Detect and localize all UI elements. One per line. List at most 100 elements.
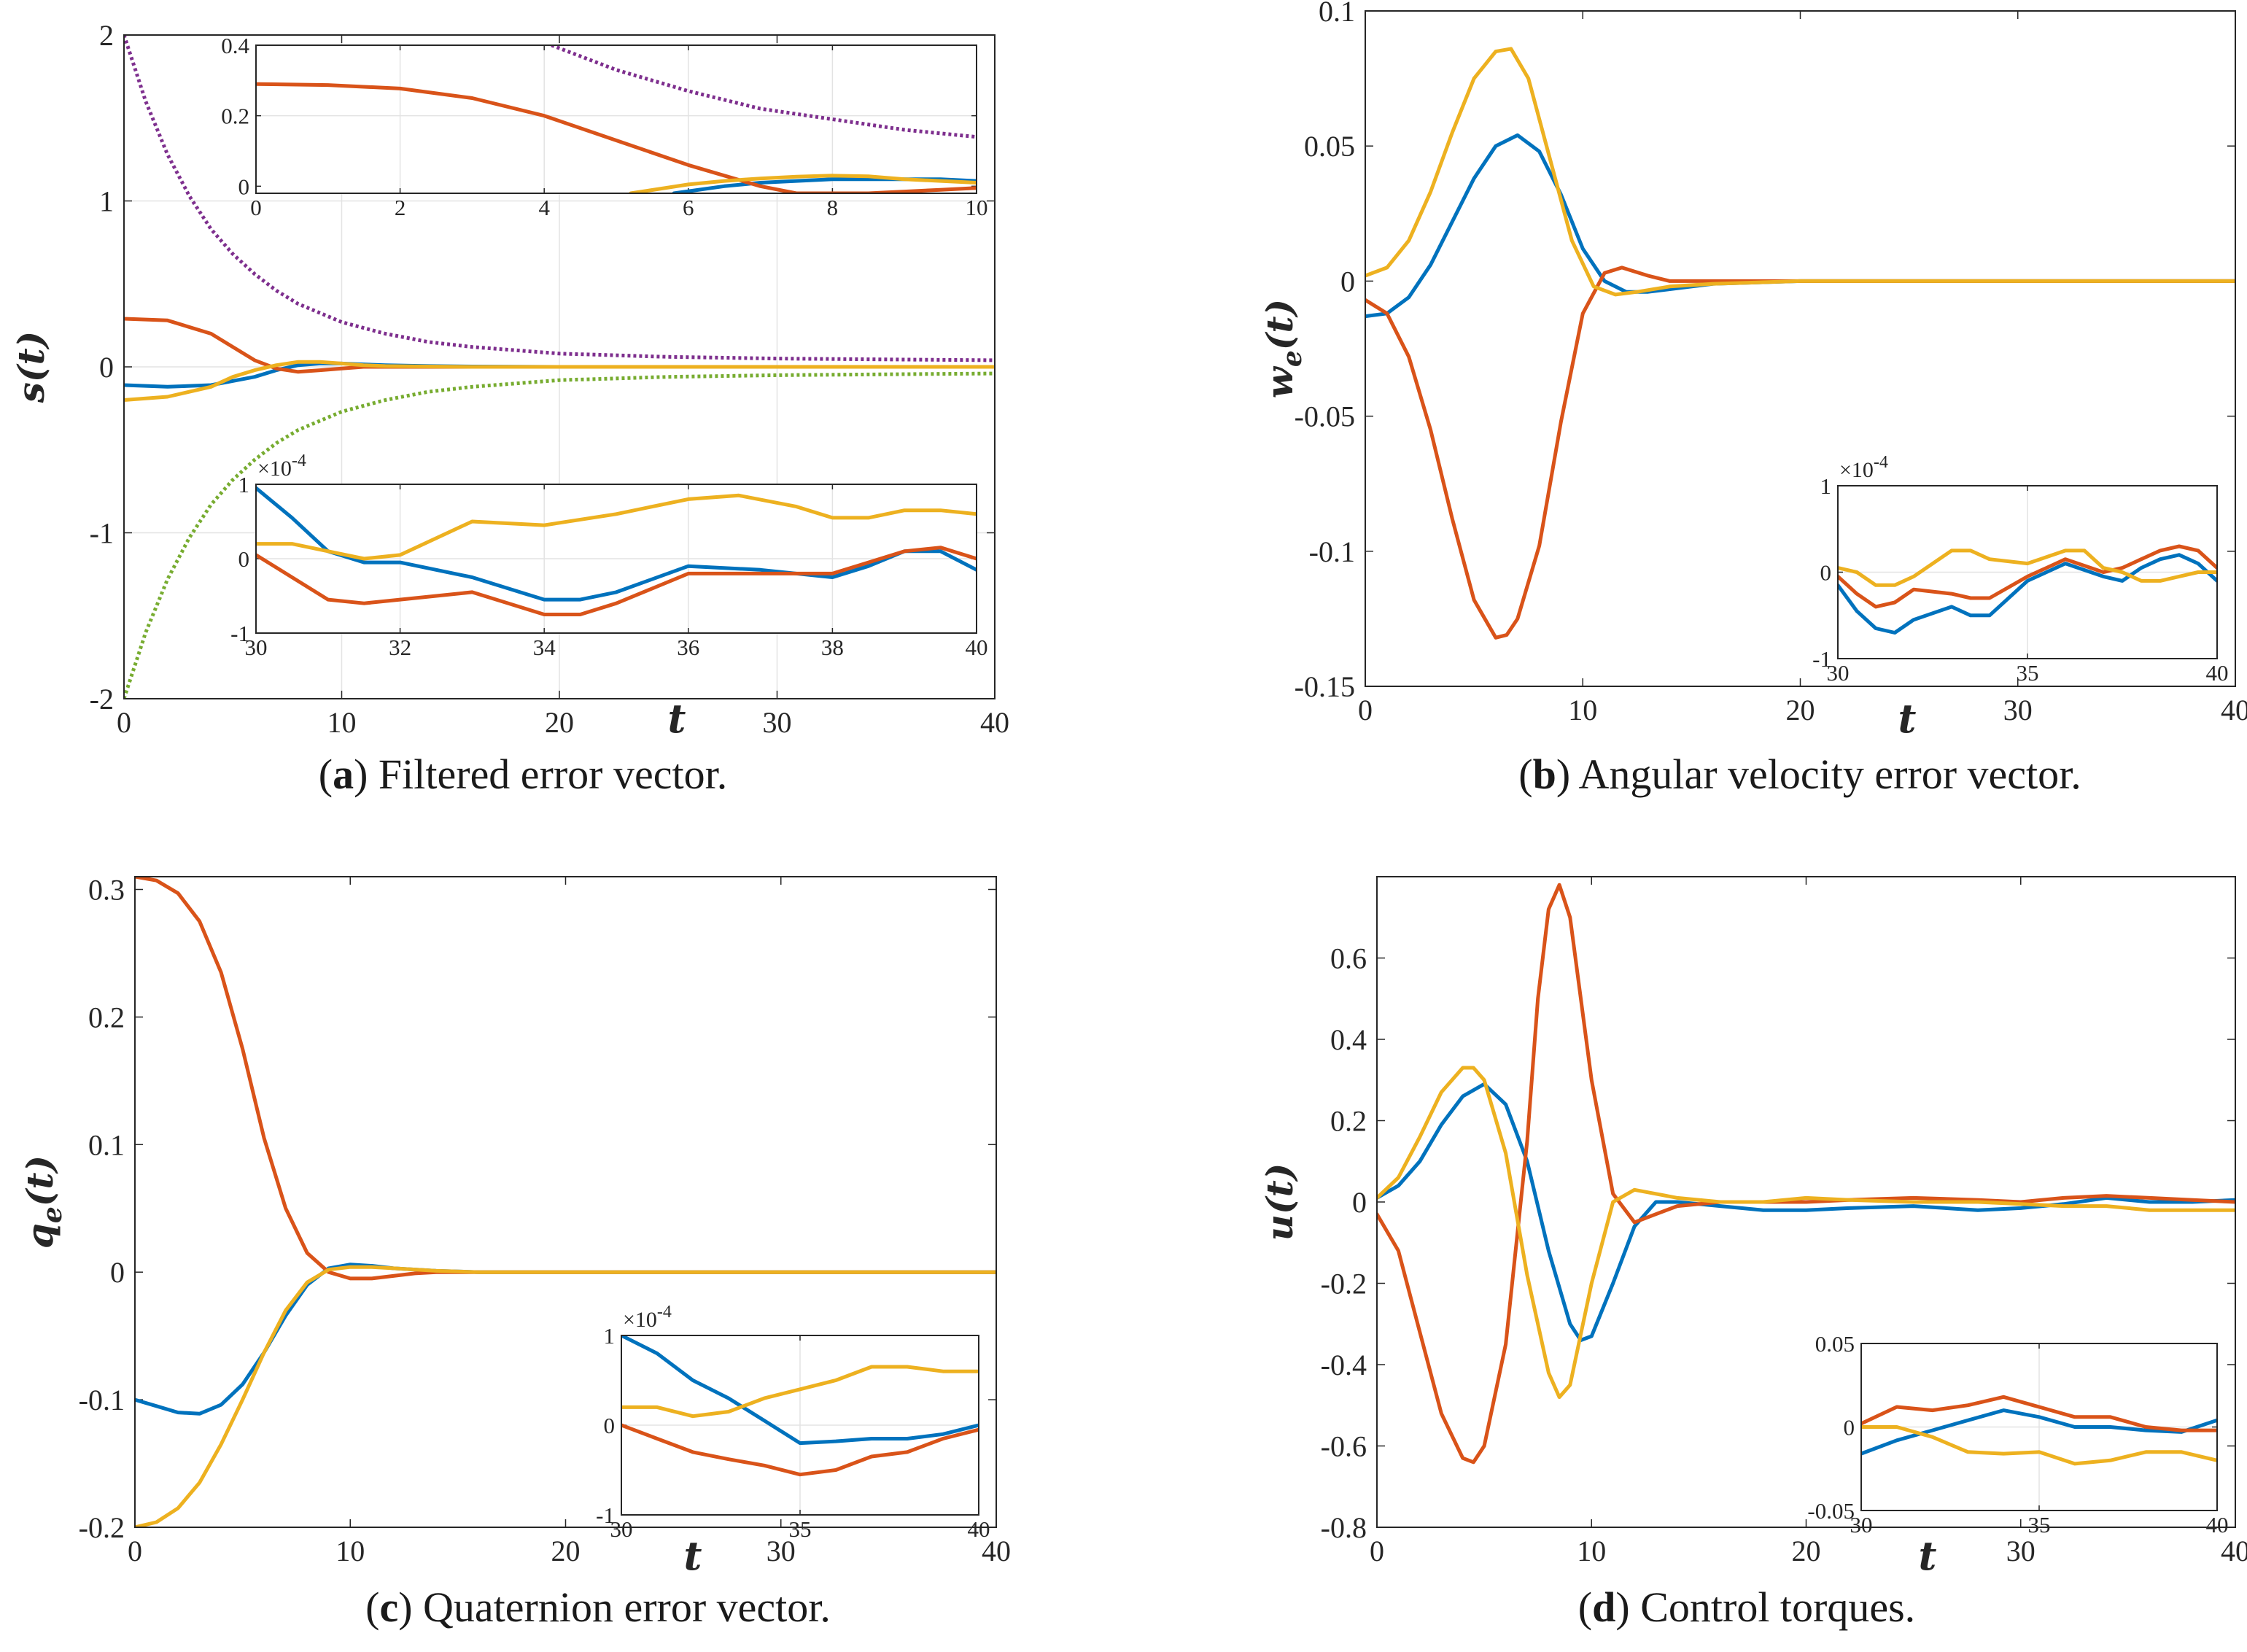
inset-a-bottom-xtick-label: 36 [677,635,699,660]
panel-c-axes-frame [134,876,997,1528]
inset-a-top-ytick-label: 0 [238,174,250,199]
panel-a-series-lower-bound [124,371,995,699]
panel-a-xtick-label: 10 [327,706,357,739]
inset-d-inset-xtick-label: 40 [2206,1512,2229,1537]
panel-c-xtick-label: 20 [551,1535,581,1567]
panel-d-xtick-label: 10 [1577,1535,1606,1567]
panel-d-axes-frame [1376,876,2236,1528]
inset-a-top-xtick-label: 0 [250,195,262,220]
inset-a-bottom-exponent-label: ×10-4 [257,451,306,481]
inset-b-inset-xtick-label: 40 [2206,660,2229,686]
inset-c-inset-xtick-label: 40 [968,1516,990,1542]
panel-a-series-s3 [124,360,995,402]
panel-b-xtick-label: 20 [1786,694,1815,726]
panel-b-axes-frame [1365,10,2236,687]
panel-b-ytick-label: 0 [1340,265,1355,298]
panel-c-ytick-label: 0.1 [88,1128,125,1161]
panel-a-ytick-label: 0 [99,351,114,384]
panel-c-xtick-label: 30 [767,1535,796,1567]
panel-d-series-u3 [1377,1066,2235,1400]
inset-d-inset-series-u3 [1861,1425,2217,1466]
panel-b-xtick-label: 0 [1358,694,1373,726]
panel-c-ytick-label: 0.2 [88,1001,125,1034]
panel-c-ytick-label: 0 [110,1256,125,1289]
panel-d-xtick-label: 40 [2221,1535,2247,1567]
panel-b-series-w1 [1365,133,2235,319]
panel-d-ytick-label: 0.6 [1330,942,1367,975]
inset-a-bottom-ytick-label: 0 [238,546,250,572]
panel-d-ylabel: u(t) [1258,1163,1301,1241]
panel-c-ytick-label: -0.1 [79,1384,125,1416]
inset-a-bottom: 30 32 34 36 38 40 -1 0 1 ×10-4 [230,451,987,660]
panel-c-series-q2 [135,877,996,1281]
inset-b-inset-xtick-label: 35 [2017,660,2039,686]
panel-c-xlabel: t [684,1532,702,1579]
inset-a-top-ytick-label: 0.2 [221,104,249,129]
panel-a-xtick-label: 20 [545,706,574,739]
panel-c-ylabel: qe(t) [18,1155,68,1249]
panel-c-xtick-label: 10 [335,1535,365,1567]
panel-b-caption: (b) Angular velocity error vector. [1518,751,2081,798]
inset-d-inset: 30 35 40 -0.05 0 0.05 [1807,1331,2228,1537]
panel-a-xtick-label: 30 [763,706,792,739]
panel-a-series-upper-bound [124,35,995,362]
inset-a-bottom-plot-area [256,486,977,616]
inset-c-inset-axes-frame [621,1335,979,1516]
panel-a-xlabel: t [668,695,686,742]
panel-c-plot-area [135,877,996,1527]
inset-c-inset-exponent-label: ×10-4 [623,1303,672,1332]
panel-b-xlabel: t [1898,695,1917,742]
panel-c-ytick-label: 0.3 [88,873,125,906]
panel-d-xtick-label: 30 [2006,1535,2036,1567]
panel-a-ytick-label: 2 [99,19,114,52]
inset-a-top-axes-frame [255,44,977,194]
inset-a-bottom-ytick-label: 1 [238,472,250,497]
inset-a-bottom-xtick-label: 30 [245,635,268,660]
inset-b-inset-series-w2 [1838,544,2217,609]
panel-b-series-w3 [1365,47,2235,297]
inset-c-inset: 30 35 40 -1 0 1 ×10-4 [596,1303,990,1542]
panel-b-xtick-label: 10 [1568,694,1597,726]
inset-c-inset-xtick-label: 35 [789,1516,812,1542]
inset-b-inset-ytick-label: 1 [1820,473,1832,499]
panel-a-xtick-label: 0 [117,706,131,739]
panel-a-xtick-label: 40 [980,706,1009,739]
inset-c-inset-ytick-label: 1 [604,1323,616,1349]
panel-d-ytick-label: -0.2 [1321,1268,1367,1300]
panel-b-ytick-label: 0.1 [1319,0,1355,28]
inset-a-top: 0 2 4 6 8 10 0 0.2 0.4 [221,33,987,220]
inset-b-inset-plot-area [1838,544,2217,635]
panel-a-ytick-label: -1 [90,517,114,550]
panel-d-ytick-label: -0.6 [1321,1430,1367,1463]
inset-a-top-background [256,45,977,193]
panel-c-ytick-label: -0.2 [79,1511,125,1544]
panel-a-plot-area [124,35,995,699]
inset-a-top-ytick-label: 0.4 [221,33,249,58]
inset-b-inset-series-w3 [1838,548,2217,587]
inset-a-bottom-axes-frame [255,484,977,634]
panel-a-ytick-label: -2 [90,683,114,716]
panel-d-plot-area [1377,883,2235,1465]
panel-d-series-u2 [1377,883,2235,1465]
inset-d-inset-ytick-label: 0 [1844,1415,1855,1440]
panel-d: 0 10 20 30 40 -0.8 -0.6 -0.4 -0.2 0 0.2 0.4 0.6 u(t) t… [1258,876,2247,1631]
inset-c-inset-series-q1 [621,1335,979,1446]
panel-d-ytick-label: 0.4 [1330,1023,1367,1056]
inset-a-top-xtick-label: 2 [395,195,406,220]
panel-c-xtick-label: 40 [982,1535,1011,1567]
panel-b-ytick-label: -0.1 [1309,535,1355,568]
inset-b-inset: 30 35 40 -1 0 1 ×10-4 [1812,453,2228,686]
inset-a-bottom-series-s2 [256,546,977,616]
panel-d-ytick-label: -0.4 [1321,1349,1367,1381]
inset-a-top-plot-area [256,45,977,193]
panel-b: 0 10 20 30 40-0.15-0.1-0.0500.050.1we(t)t(b)… [1258,0,2247,798]
inset-b-inset-axes-frame [1837,485,2218,659]
inset-d-inset-ytick-label: -0.05 [1807,1498,1855,1524]
inset-b-inset-exponent-label: ×10-4 [1839,453,1888,482]
inset-c-inset-ytick-label: -1 [596,1502,615,1528]
inset-c-inset-series-q2 [621,1423,979,1477]
inset-a-top-series-s3 [629,174,977,193]
inset-a-top-xtick-label: 8 [827,195,839,220]
